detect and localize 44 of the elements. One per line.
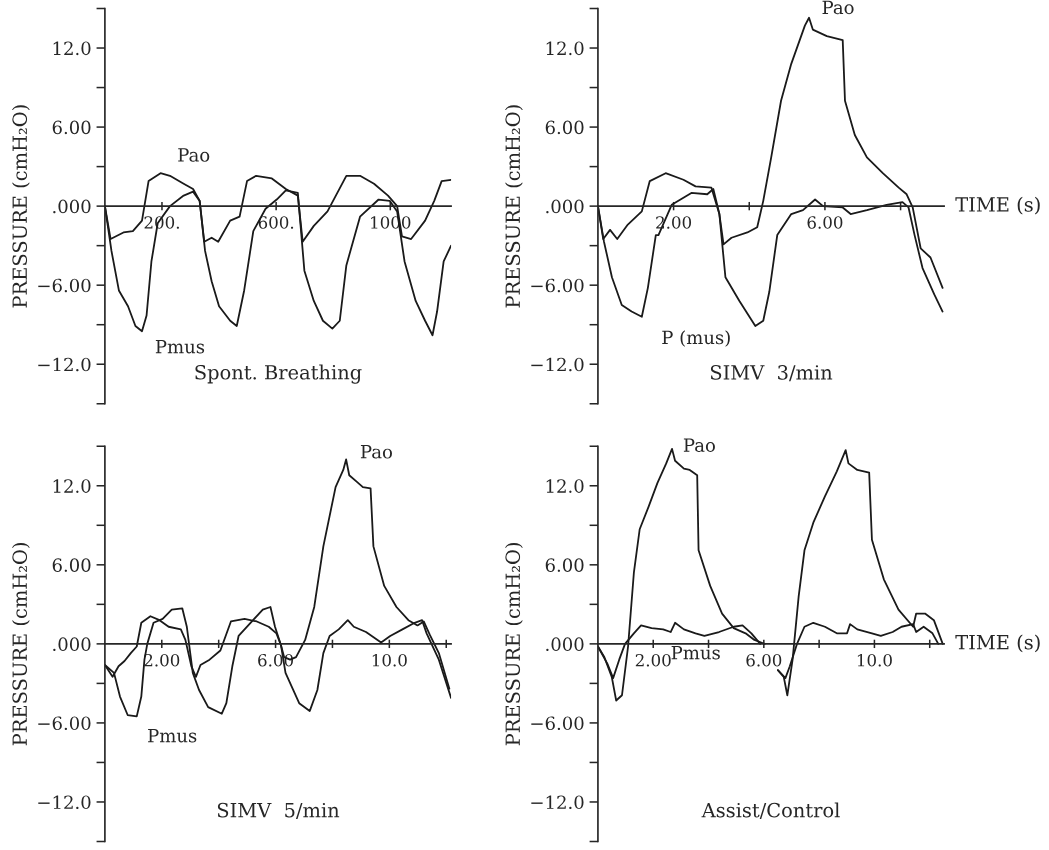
x-tick-label: 10.0 bbox=[857, 653, 892, 667]
y-tick-label: −6.00 bbox=[531, 716, 584, 731]
y-tick-label: 12.0 bbox=[53, 41, 91, 56]
text: SIMV 3/min bbox=[710, 365, 833, 382]
y-tick-label: .000 bbox=[53, 637, 91, 651]
y-tick-label: 6.00 bbox=[545, 120, 584, 135]
y-tick-label: 12.0 bbox=[53, 479, 91, 493]
y-tick-label: 12.0 bbox=[546, 41, 584, 56]
y-tick-label: .000 bbox=[546, 637, 584, 651]
y-tick-label: −12.0 bbox=[531, 357, 584, 372]
y-axis-title: PRESSURE (cmH₂O) bbox=[12, 105, 30, 308]
y-tick-label: .000 bbox=[546, 199, 584, 214]
x-tick-label: 10.0 bbox=[372, 653, 407, 667]
x-tick-label: 6.00 bbox=[807, 216, 843, 229]
y-tick-label: −12.0 bbox=[38, 357, 91, 372]
y-tick-label: 6.00 bbox=[545, 558, 584, 572]
y-axis-title: PRESSURE (cmH₂O) bbox=[505, 105, 523, 308]
x-axis-title: TIME (s) bbox=[955, 196, 1040, 215]
text: Assist/Control bbox=[701, 802, 840, 820]
y-axis-title: PRESSURE (cmH₂O) bbox=[505, 543, 523, 746]
text: Spont. Breathing bbox=[195, 364, 362, 384]
y-tick-label: 12.0 bbox=[546, 479, 584, 493]
series-label: Pao bbox=[822, 0, 854, 15]
x-axis-title: TIME (s) bbox=[955, 634, 1040, 653]
y-axis-title: PRESSURE (cmH₂O) bbox=[12, 543, 30, 746]
y-tick-label: −6.00 bbox=[38, 716, 91, 731]
y-tick-label: −12.0 bbox=[531, 795, 584, 810]
series-label: Pmus bbox=[155, 340, 205, 354]
series-label: Pao bbox=[360, 445, 392, 459]
y-tick-label: −6.00 bbox=[531, 278, 584, 293]
series-label: Pmus bbox=[148, 729, 197, 743]
y-tick-label: −12.0 bbox=[38, 795, 91, 810]
series-label: P (mus) bbox=[662, 330, 730, 347]
series-label: Pao bbox=[178, 148, 210, 162]
series-label: Pmus bbox=[671, 646, 720, 660]
y-tick-label: .000 bbox=[53, 199, 91, 214]
x-tick-label: 600. bbox=[258, 216, 294, 229]
y-tick-label: 6.00 bbox=[52, 558, 91, 572]
x-tick-label: 2.00 bbox=[635, 653, 671, 667]
y-tick-label: 6.00 bbox=[52, 120, 91, 135]
series-label: Pao bbox=[683, 438, 715, 452]
x-tick-label: 6.00 bbox=[746, 653, 782, 667]
text: SIMV 5/min bbox=[217, 802, 340, 820]
y-tick-label: −6.00 bbox=[38, 278, 91, 293]
